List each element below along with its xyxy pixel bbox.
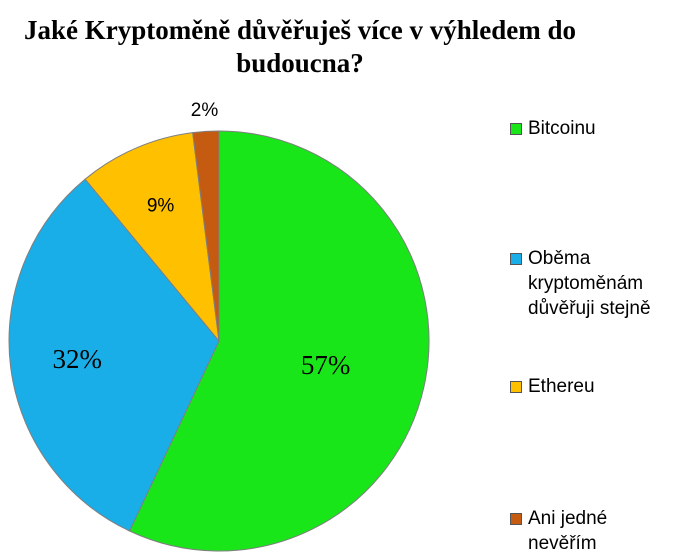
- pie-slice-bitcoinu: [128, 130, 430, 552]
- legend-label-obema: Oběma: [528, 248, 591, 269]
- pie-slice-ani-jedne: [192, 130, 220, 342]
- legend-label-ani-jedne: Ani jedné: [528, 508, 608, 529]
- legend-label-obema: kryptoměnám: [528, 273, 644, 294]
- data-label-ethereu: 9%: [147, 196, 175, 217]
- data-label-bitcoinu: 57%: [301, 350, 351, 380]
- chart-title: Jaké Kryptoměně důvěřuješ více v výhlede…: [24, 15, 576, 78]
- legend-swatch-ethereu: [510, 381, 522, 393]
- legend-label-obema: důvěřuji stejně: [528, 298, 651, 319]
- legend-swatch-ani-jedne: [510, 513, 522, 525]
- legend-label-bitcoinu: Bitcoinu: [528, 118, 596, 139]
- pie-slice-obema: [8, 178, 220, 532]
- data-label-ani-jedne: 2%: [191, 100, 219, 121]
- legend-label-ethereu: Ethereu: [528, 376, 595, 397]
- legend-swatch-obema: [510, 253, 522, 265]
- pie-slice-ethereu: [84, 132, 220, 343]
- legend-label-ani-jedne: nevěřím: [528, 533, 597, 554]
- legend-swatch-bitcoinu: [510, 123, 522, 135]
- data-label-obema: 32%: [53, 344, 103, 374]
